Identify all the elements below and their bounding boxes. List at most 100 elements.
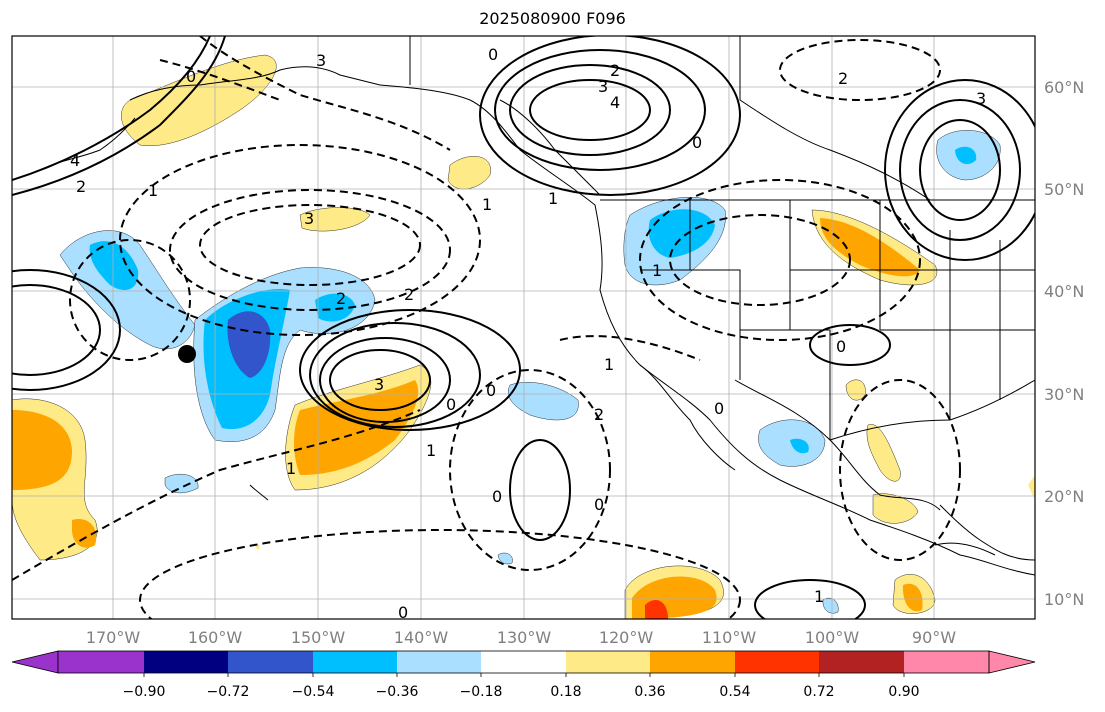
lon-label: 150°W bbox=[291, 628, 346, 647]
contour-label: 0 bbox=[446, 395, 456, 414]
shade-central-blue-deep bbox=[227, 311, 271, 378]
contour-label: 3 bbox=[374, 375, 384, 394]
contour-label: 3 bbox=[316, 51, 326, 70]
map-frame bbox=[11, 35, 1036, 620]
colorbar-segment bbox=[819, 651, 904, 673]
contour-label: 0 bbox=[486, 381, 496, 400]
colorbar-segment bbox=[144, 651, 228, 673]
contour-label: 1 bbox=[482, 195, 492, 214]
lat-label: 20°N bbox=[1044, 487, 1084, 506]
colorbar-tick-label: 0.90 bbox=[888, 684, 919, 700]
contour-label: 1 bbox=[148, 181, 158, 200]
colorbar-ticks bbox=[143, 673, 905, 677]
shade-hawaii-small bbox=[164, 474, 199, 494]
contour-label: 2 bbox=[336, 289, 346, 308]
contour-label: 2 bbox=[594, 405, 604, 424]
colorbar-frame bbox=[57, 650, 990, 674]
contour-label: 0 bbox=[488, 45, 498, 64]
colorbar-segment bbox=[735, 651, 819, 673]
contour-label: 2 bbox=[76, 177, 86, 196]
colorbar-tick-label: −0.36 bbox=[376, 684, 419, 700]
contour-label: 1 bbox=[548, 189, 558, 208]
contour-label: 1 bbox=[652, 261, 662, 280]
contour-label: 3 bbox=[598, 77, 608, 96]
contour-label: 0 bbox=[186, 67, 196, 86]
latitude-labels: 60°N 50°N 40°N 30°N 20°N 10°N bbox=[1044, 78, 1084, 609]
shade-west-orange bbox=[12, 410, 72, 490]
lon-label: 160°W bbox=[188, 628, 243, 647]
colorbar-segment bbox=[481, 651, 566, 673]
colorbar-tick-label: 0.54 bbox=[719, 684, 750, 700]
shade-gulf-mex bbox=[866, 424, 901, 482]
contour-label: 0 bbox=[714, 399, 724, 418]
contour-label: 1 bbox=[426, 441, 436, 460]
colorbar-segment bbox=[650, 651, 735, 673]
colorbar-tick-label: 0.18 bbox=[550, 684, 581, 700]
contour-label: 0 bbox=[398, 603, 408, 622]
lat-label: 50°N bbox=[1044, 180, 1084, 199]
contour-label: 1 bbox=[286, 459, 296, 478]
lon-label: 90°W bbox=[912, 628, 956, 647]
shade-texas-small bbox=[845, 379, 866, 401]
lon-label: 130°W bbox=[497, 628, 552, 647]
contour-label: 1 bbox=[604, 355, 614, 374]
shade-small-blue2 bbox=[822, 597, 839, 614]
lon-label: 100°W bbox=[805, 628, 860, 647]
shaded-fields bbox=[12, 54, 1035, 619]
shade-mexico-blue-dark bbox=[790, 438, 809, 454]
colorbar-tick-label: −0.72 bbox=[207, 684, 250, 700]
shade-east-edge bbox=[1028, 475, 1035, 500]
lat-label: 30°N bbox=[1044, 385, 1084, 404]
shade-yucatan bbox=[872, 493, 919, 524]
shade-central-blue-east bbox=[315, 293, 355, 322]
lat-label: 40°N bbox=[1044, 282, 1084, 301]
contour-label: 4 bbox=[70, 151, 80, 170]
map-title: 2025080900 F096 bbox=[479, 9, 626, 28]
lat-label: 10°N bbox=[1044, 590, 1084, 609]
contour-label: 3 bbox=[976, 89, 986, 108]
contour-label: 1 bbox=[814, 587, 824, 606]
contours-dashed bbox=[12, 36, 961, 619]
contour-label: 0 bbox=[594, 495, 604, 514]
shade-gulf-small bbox=[447, 156, 491, 190]
shade-west-orange2 bbox=[72, 519, 97, 548]
colorbar-tick-label: −0.90 bbox=[123, 684, 166, 700]
colorbar-tick-label: 0.36 bbox=[634, 684, 665, 700]
colorbar-segment bbox=[228, 651, 313, 673]
colorbar-segment bbox=[904, 651, 989, 673]
station-marker bbox=[178, 345, 196, 363]
contour-label: 2 bbox=[404, 285, 414, 304]
contours-solid bbox=[12, 36, 1035, 619]
contour-labels: 3 0 2 3 4 2 1 0 1 3 1 2 4 0 1 2 2 3 3 0 … bbox=[70, 45, 986, 622]
shade-small-blue bbox=[497, 552, 513, 565]
shade-west-blue-dark bbox=[89, 241, 139, 290]
colorbar-segment bbox=[313, 651, 397, 673]
shade-plains-orange bbox=[820, 218, 920, 277]
colorbar-tick-label: 0.72 bbox=[803, 684, 834, 700]
contour-label: 4 bbox=[610, 93, 620, 112]
colorbar-over-arrow bbox=[988, 650, 1036, 674]
shade-baja-blue bbox=[508, 382, 579, 421]
shade-central-orange bbox=[294, 380, 419, 475]
colorbar-tick-label: −0.18 bbox=[460, 684, 503, 700]
shade-epac-red bbox=[645, 599, 668, 619]
lon-label: 170°W bbox=[86, 628, 141, 647]
shade-canada-blue-dark bbox=[955, 146, 977, 165]
colorbar-segment bbox=[566, 651, 650, 673]
colorbar: −0.90 −0.72 −0.54 −0.36 −0.18 0.18 0.36 … bbox=[11, 650, 1036, 700]
shade-se-orange bbox=[902, 583, 923, 612]
colorbar-under-arrow bbox=[11, 650, 59, 674]
shade-rockies-blue-mid bbox=[648, 209, 715, 258]
contour-label: 0 bbox=[836, 337, 846, 356]
lat-label: 60°N bbox=[1044, 78, 1084, 97]
contour-label: 2 bbox=[610, 61, 620, 80]
colorbar-segment bbox=[397, 651, 481, 673]
lon-label: 110°W bbox=[702, 628, 757, 647]
lon-label: 140°W bbox=[394, 628, 449, 647]
contour-label: 2 bbox=[838, 69, 848, 88]
contour-label: 3 bbox=[304, 209, 314, 228]
colorbar-tick-label: −0.54 bbox=[292, 684, 335, 700]
lon-label: 120°W bbox=[599, 628, 654, 647]
shade-n-pacific-small bbox=[299, 207, 371, 232]
colorbar-segment bbox=[58, 651, 144, 673]
